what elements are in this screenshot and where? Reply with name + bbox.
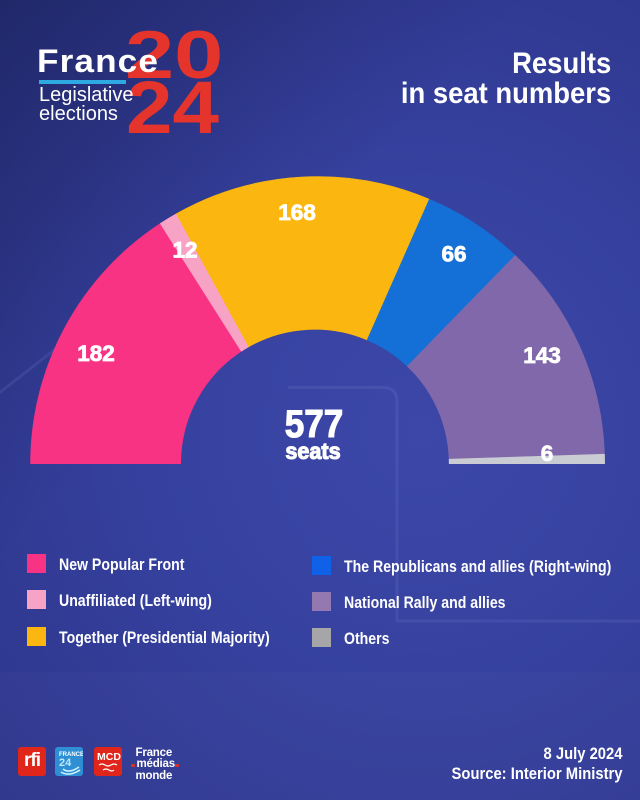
svg-text:182: 182 [77,341,115,366]
svg-text:577: 577 [285,401,344,445]
svg-text:6: 6 [541,441,554,466]
svg-text:MCD: MCD [97,751,121,763]
svg-text:66: 66 [441,242,466,267]
svg-text:12: 12 [172,238,197,263]
svg-text:FRANCE: FRANCE [59,752,83,758]
svg-text:24: 24 [59,757,72,769]
svg-text:143: 143 [523,343,561,368]
svg-text:168: 168 [278,200,316,225]
svg-text:seats: seats [285,438,340,464]
